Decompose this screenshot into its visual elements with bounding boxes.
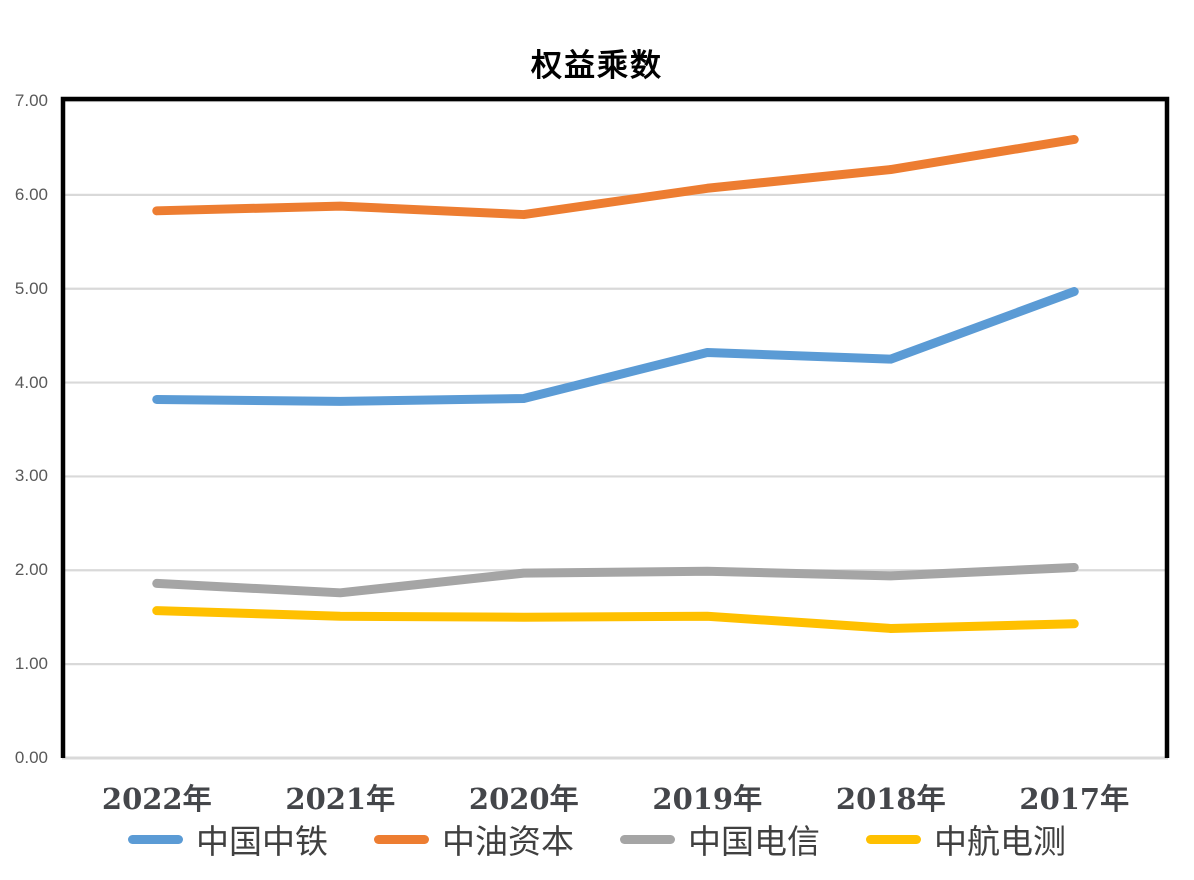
x-category-label: 2017年 xyxy=(1019,782,1130,816)
series-line-0 xyxy=(152,287,1079,406)
y-tick-label: 5.00 xyxy=(14,278,48,298)
legend-swatch-icon xyxy=(374,834,429,844)
legend-swatch-icon xyxy=(620,834,675,844)
series-line-2 xyxy=(152,562,1079,598)
x-category-label: 2022年 xyxy=(101,782,212,816)
x-category-label: 2018年 xyxy=(835,782,946,816)
legend-item-2: 中国电信 xyxy=(620,815,820,863)
legend-item-0: 中国中铁 xyxy=(128,815,328,863)
x-category-label: 2020年 xyxy=(468,782,579,816)
y-tick-label: 1.00 xyxy=(14,654,48,674)
legend-label: 中油资本 xyxy=(442,822,574,861)
legend-label: 中航电测 xyxy=(934,822,1066,861)
legend-label: 中国中铁 xyxy=(196,822,328,861)
y-tick-label: 2.00 xyxy=(14,560,48,580)
legend-item-3: 中航电测 xyxy=(866,815,1066,863)
chart-title: 权益乘数 xyxy=(531,48,663,84)
series-line-3 xyxy=(152,606,1079,633)
legend-swatch-icon xyxy=(128,834,183,844)
legend-swatch-icon xyxy=(866,834,921,844)
plot-border xyxy=(60,96,1170,758)
y-tick-label: 7.00 xyxy=(14,91,48,110)
series-line-1 xyxy=(152,134,1079,220)
y-tick-label: 0.00 xyxy=(14,748,48,767)
y-tick-label: 4.00 xyxy=(14,372,48,392)
legend-label: 中国电信 xyxy=(688,822,820,861)
x-category-label: 2021年 xyxy=(285,782,396,816)
x-category-label: 2019年 xyxy=(652,782,763,816)
y-tick-label: 6.00 xyxy=(14,184,48,204)
legend-item-1: 中油资本 xyxy=(374,815,574,863)
legend: 中国中铁 中油资本 中国电信 中航电测 xyxy=(0,815,1194,863)
y-tick-label: 3.00 xyxy=(14,466,48,486)
